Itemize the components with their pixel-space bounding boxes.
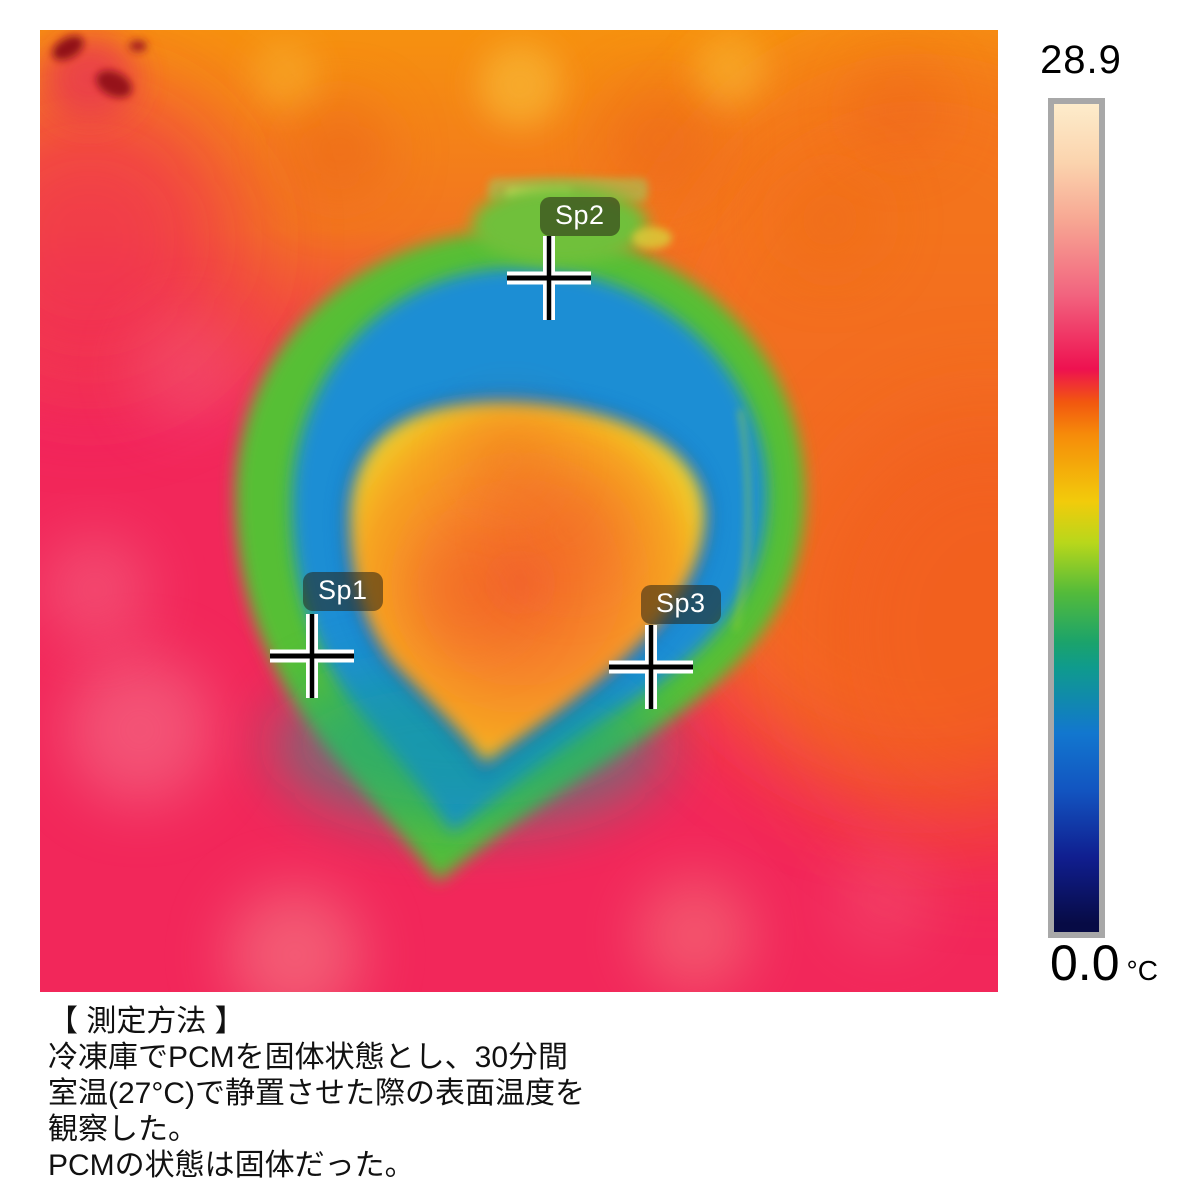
spot-label-sp1: Sp1 — [303, 572, 383, 611]
scale-min-value: 0.0 — [1050, 935, 1120, 991]
crosshair-sp2 — [507, 236, 591, 320]
temperature-colorbar — [1048, 98, 1105, 938]
caption-line: 室温(27°C)で静置させた際の表面温度を — [48, 1077, 586, 1110]
scale-unit: °C — [1126, 955, 1158, 986]
caption-line: 観察した。 — [48, 1113, 198, 1146]
thermal-image: Sp1 Sp2 Sp3 — [40, 30, 998, 992]
caption-line: PCMの状態は固体だった。 — [48, 1149, 415, 1182]
thermal-scene-graphic — [40, 30, 998, 992]
spot-label-sp2: Sp2 — [540, 197, 620, 236]
caption-line: 冷凍庫でPCMを固体状態とし、30分間 — [48, 1041, 569, 1074]
temperature-gradient — [1054, 104, 1099, 932]
measurement-method-caption: 【 測定方法 】 冷凍庫でPCMを固体状態とし、30分間 室温(27°C)で静置… — [48, 1004, 585, 1184]
scale-min-temperature: 0.0 °C — [1050, 938, 1158, 988]
spot-label-sp3: Sp3 — [641, 585, 721, 624]
scale-max-temperature: 28.9 — [1040, 38, 1122, 82]
crosshair-sp3 — [609, 625, 693, 709]
caption-heading: 【 測定方法 】 — [48, 1005, 245, 1038]
crosshair-sp1 — [270, 614, 354, 698]
